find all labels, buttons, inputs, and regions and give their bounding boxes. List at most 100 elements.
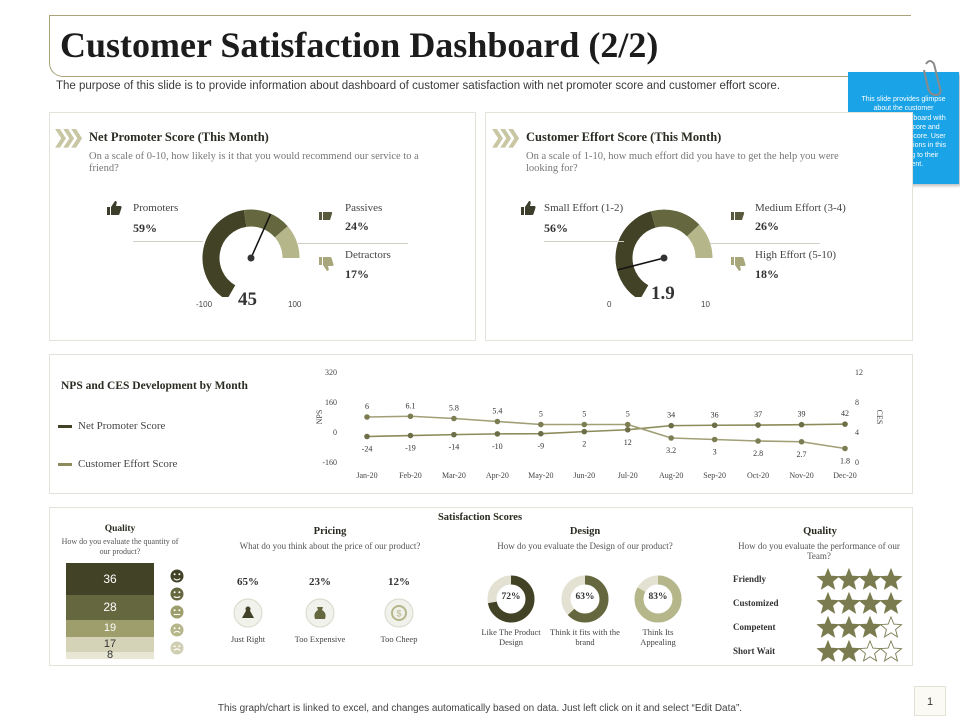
legend-ces: Customer Effort Score xyxy=(78,458,178,470)
quality-left-title: Quality xyxy=(104,524,136,534)
divider xyxy=(544,241,624,242)
quality-bar-segment: 36 xyxy=(66,563,154,595)
ces-point xyxy=(711,436,718,443)
satisfaction-title: Satisfaction Scores xyxy=(437,512,523,523)
quality-left-question: How do you evaluate the quantity of our … xyxy=(61,537,179,556)
paperclip-icon xyxy=(923,60,942,96)
thumbs-down-icon xyxy=(319,257,334,271)
star-filled-icon xyxy=(816,615,840,638)
nps-value: 45 xyxy=(238,289,257,310)
ces-point xyxy=(364,414,370,420)
development-panel xyxy=(49,354,913,494)
nps-point xyxy=(798,421,805,428)
thumbs-up-icon xyxy=(107,201,122,215)
ces-point xyxy=(538,421,544,428)
ces-max: 10 xyxy=(701,300,710,309)
small-effort-label: Small Effort (1-2) xyxy=(544,202,624,214)
face-icon xyxy=(170,605,184,619)
ces-data-label: 5.8 xyxy=(449,404,459,413)
ces-min: 0 xyxy=(607,300,612,309)
donut-value xyxy=(561,575,609,623)
rating-faces xyxy=(170,569,184,655)
quality-bar-segment: 8 xyxy=(66,649,154,661)
passives-label: Passives xyxy=(345,202,383,214)
pricing-question: What do you think about the price of our… xyxy=(239,541,421,551)
nps-ces-line-chart: -160 0 160 320 0 4 8 12 NPS CES Jan-20 Feb-20 Mar-20… xyxy=(315,368,884,480)
high-effort-label: High Effort (5-10) xyxy=(755,249,837,261)
x-tick: Feb-20 xyxy=(399,471,422,480)
x-tick: May-20 xyxy=(528,471,553,480)
donut-value xyxy=(487,575,535,623)
design-title: Design xyxy=(569,526,601,537)
ces-point xyxy=(798,438,805,445)
design-pct-2: 83% xyxy=(648,592,668,602)
ces-value: 1.9 xyxy=(651,283,675,304)
star-filled-icon xyxy=(816,591,840,614)
star-empty-icon xyxy=(879,615,903,638)
y-left-tick: 320 xyxy=(325,368,337,377)
design-donut-0 xyxy=(487,575,535,623)
legend-swatch-nps xyxy=(58,425,72,428)
promoters-label: Promoters xyxy=(133,202,179,214)
star-filled-icon xyxy=(837,568,861,590)
x-tick: Oct-20 xyxy=(747,471,769,480)
nps-max: 100 xyxy=(288,300,302,309)
nps-gauge-pivot xyxy=(247,254,255,262)
star-filled-icon xyxy=(879,591,903,614)
nps-gauge xyxy=(202,209,300,297)
design-pct-1: 63% xyxy=(575,592,595,602)
quality-bar-segment: 28 xyxy=(66,595,154,620)
nps-point xyxy=(494,431,501,437)
detractors-label: Detractors xyxy=(345,249,391,261)
quality-item-label-2: Competent xyxy=(733,622,776,632)
star-ratings xyxy=(816,568,903,662)
pricing-caption-1: Too Expensive xyxy=(294,634,346,644)
star-filled-icon xyxy=(879,568,903,590)
nps-data-label: 36 xyxy=(711,410,719,419)
ces-point xyxy=(494,418,501,425)
ces-data-label: 3 xyxy=(713,448,717,457)
x-tick: Nov-20 xyxy=(789,471,813,480)
quality-item-label-0: Friendly xyxy=(733,574,766,584)
face-icon xyxy=(170,569,184,583)
medium-effort-pct: 26% xyxy=(755,219,779,233)
quality-right-question: How do you evaluate the performance of o… xyxy=(738,541,900,561)
x-tick: Jan-20 xyxy=(356,471,377,480)
x-tick: Aug-20 xyxy=(659,471,683,480)
thumbs-down-icon xyxy=(731,257,746,271)
ces-point xyxy=(842,445,848,452)
x-tick: Dec-20 xyxy=(833,471,857,480)
y-right-tick: 4 xyxy=(855,428,859,437)
development-title: NPS and CES Development by Month xyxy=(61,380,248,392)
star-filled-icon xyxy=(816,568,840,590)
y-right-tick: 8 xyxy=(855,398,859,407)
star-filled-icon xyxy=(837,615,861,638)
nps-data-label: -24 xyxy=(362,445,373,454)
nps-point xyxy=(624,426,631,433)
nps-point xyxy=(407,432,414,439)
nps-data-label: 34 xyxy=(667,411,675,420)
page-number: 1 xyxy=(914,686,946,716)
ces-gauge-segment-1 xyxy=(650,209,700,237)
hand-neutral-icon xyxy=(731,212,745,220)
money-bag-icon xyxy=(305,598,335,628)
x-tick: Mar-20 xyxy=(442,471,466,480)
nps-point xyxy=(711,422,718,429)
legend-swatch-ces xyxy=(58,463,72,466)
divider xyxy=(298,243,408,244)
title-frame xyxy=(49,15,911,77)
pricing-title: Pricing xyxy=(313,526,347,537)
ces-data-label: 5.4 xyxy=(492,407,502,416)
quality-bar-segment: 17 xyxy=(66,636,154,652)
nps-data-label: 39 xyxy=(798,410,806,419)
thumbs-up-icon xyxy=(521,201,536,215)
nps-point xyxy=(581,428,588,435)
nps-data-label: -10 xyxy=(492,442,503,451)
ces-data-label: 3.2 xyxy=(666,446,676,455)
design-caption-0: Like The Product Design xyxy=(481,627,541,647)
page-subtitle: The purpose of this slide is to provide … xyxy=(56,80,781,92)
nps-data-label: -9 xyxy=(537,442,544,451)
y-left-tick: 0 xyxy=(333,428,337,437)
nps-min: -100 xyxy=(196,300,213,309)
nps-point xyxy=(842,421,848,427)
